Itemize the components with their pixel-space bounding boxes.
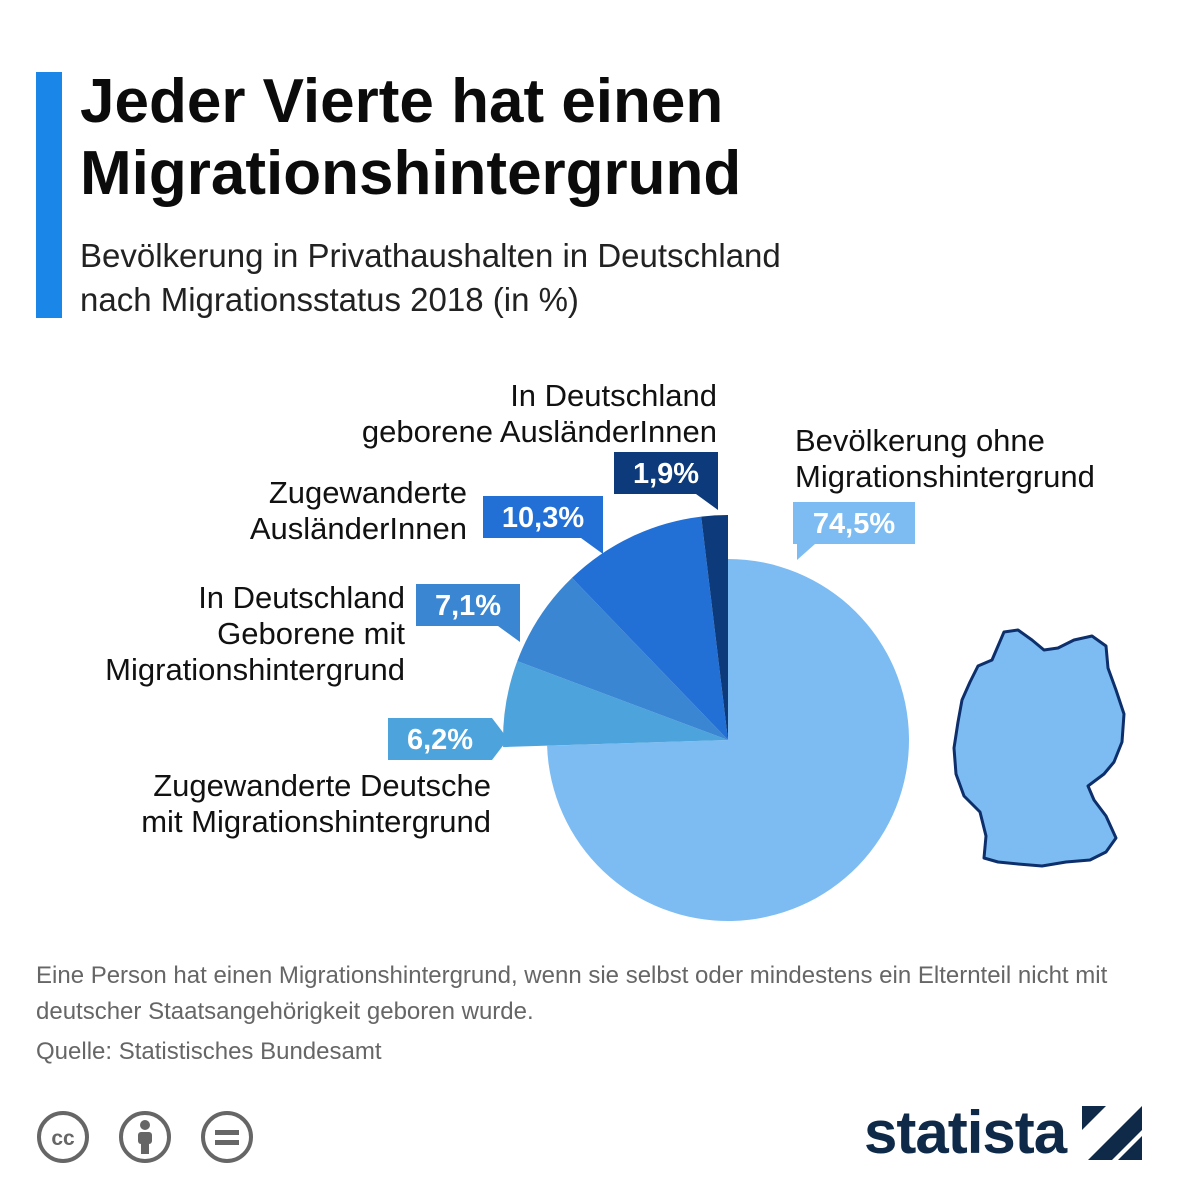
- page-title: Jeder Vierte hat einen Migrationshinterg…: [80, 67, 742, 208]
- pie-labels: Bevölkerung ohne Migrationshintergrund74,…: [105, 378, 1095, 839]
- slice-name-line: Bevölkerung ohne: [795, 423, 1045, 458]
- value-badge-tail: [581, 538, 603, 554]
- attribution-icon[interactable]: [118, 1110, 172, 1164]
- slice-name-in_de_geborene_auslaender: In Deutschland geborene AusländerInnen: [362, 378, 717, 449]
- slice-name-line: Migrationshintergrund: [795, 459, 1095, 494]
- value-badge-tail: [696, 494, 718, 510]
- value-badge-zugewanderte_auslaender: [483, 496, 603, 538]
- value-badge-in_de_geborene: [416, 584, 520, 626]
- value-label-ohne: 74,5%: [813, 508, 895, 540]
- slice-name-line: geborene AusländerInnen: [362, 414, 717, 449]
- pie-slice-zugewanderte_auslaender: [571, 516, 728, 740]
- subtitle-line-1: Bevölkerung in Privathaushalten in Deuts…: [80, 237, 781, 274]
- statista-logo[interactable]: statista: [864, 1098, 1144, 1167]
- pie-slice-ohne: [547, 559, 910, 922]
- value-badge-tail: [797, 544, 815, 560]
- page-subtitle: Bevölkerung in Privathaushalten in Deuts…: [80, 234, 1160, 322]
- value-label-in_de_geborene_auslaender: 1,9%: [633, 458, 699, 490]
- slice-name-line: mit Migrationshintergrund: [141, 804, 491, 839]
- statista-mark-icon: [1082, 1105, 1143, 1160]
- germany-map-icon: [952, 628, 1126, 868]
- footnote: Eine Person hat einen Migrationshintergr…: [36, 962, 1108, 1025]
- slice-label-in_de_geborene_auslaender: In Deutschland geborene AusländerInnen 1,9…: [362, 378, 718, 510]
- creative-commons-icon[interactable]: cc: [36, 1110, 90, 1164]
- pie-slices: [502, 515, 910, 922]
- slice-name-line: Migrationshintergrund: [105, 652, 405, 687]
- slice-name-zugewanderte_deutsche: Zugewanderte Deutsche mit Migrationshinte…: [141, 768, 491, 839]
- slice-label-zugewanderte_auslaender: Zugewanderte AusländerInnen 10,3%: [250, 475, 603, 554]
- no-derivatives-icon[interactable]: [200, 1110, 254, 1164]
- slice-name-zugewanderte_auslaender: Zugewanderte AusländerInnen: [250, 475, 467, 546]
- pie-slice-zugewanderte_deutsche: [502, 661, 728, 748]
- slice-name-ohne: Bevölkerung ohne Migrationshintergrund: [795, 423, 1095, 494]
- value-label-in_de_geborene: 7,1%: [435, 590, 501, 622]
- value-label-zugewanderte_deutsche: 6,2%: [407, 724, 473, 756]
- subtitle-line-2: nach Migrationsstatus 2018 (in %): [80, 281, 579, 318]
- slice-name-line: Geborene mit: [217, 616, 405, 651]
- slice-name-line: Zugewanderte Deutsche: [153, 768, 491, 803]
- pie-slice-in_de_geborene_auslaender: [701, 515, 728, 740]
- slice-label-in_de_geborene: In Deutschland Geborene mit Migrationshint…: [105, 580, 520, 687]
- value-badge-tail: [492, 718, 508, 760]
- license-icons: cc: [36, 1110, 254, 1164]
- pie-slice-in_de_geborene: [517, 577, 728, 740]
- slice-label-ohne: Bevölkerung ohne Migrationshintergrund 74,…: [793, 423, 1095, 560]
- value-label-zugewanderte_auslaender: 10,3%: [502, 502, 584, 534]
- value-badge-ohne: [793, 502, 915, 544]
- slice-name-line: In Deutschland: [510, 378, 717, 413]
- brand-name: statista: [864, 1099, 1067, 1166]
- svg-text:cc: cc: [51, 1127, 75, 1150]
- slice-label-zugewanderte_deutsche: Zugewanderte Deutsche mit Migrationshinte…: [141, 718, 508, 839]
- slice-name-line: Zugewanderte: [269, 475, 467, 510]
- value-badge-tail: [498, 626, 520, 642]
- accent-bar: [36, 72, 62, 318]
- source: Quelle: Statistisches Bundesamt: [36, 1038, 382, 1065]
- slice-name-line: AusländerInnen: [250, 511, 467, 546]
- slice-name-line: In Deutschland: [198, 580, 405, 615]
- value-badge-in_de_geborene_auslaender: [614, 452, 718, 494]
- value-badge-zugewanderte_deutsche: [388, 718, 492, 760]
- slice-name-in_de_geborene: In Deutschland Geborene mit Migrationshint…: [105, 580, 405, 687]
